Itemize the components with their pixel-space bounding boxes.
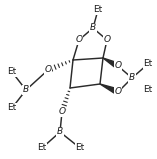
Text: Et: Et — [143, 59, 153, 69]
Text: B: B — [129, 73, 135, 83]
Text: O: O — [58, 107, 66, 117]
Text: Et: Et — [143, 86, 153, 94]
Text: Et: Et — [93, 6, 103, 14]
Text: O: O — [75, 35, 83, 45]
Text: O: O — [114, 62, 122, 70]
Text: Et: Et — [7, 104, 17, 113]
Text: O: O — [103, 35, 111, 45]
Text: B: B — [90, 24, 96, 32]
Text: B: B — [57, 128, 63, 136]
Text: B: B — [23, 86, 29, 94]
Text: Et: Et — [37, 144, 47, 152]
Text: O: O — [114, 87, 122, 97]
Polygon shape — [103, 58, 119, 69]
Text: Et: Et — [7, 68, 17, 76]
Text: Et: Et — [75, 144, 85, 152]
Polygon shape — [100, 84, 119, 95]
Text: O: O — [44, 66, 51, 75]
